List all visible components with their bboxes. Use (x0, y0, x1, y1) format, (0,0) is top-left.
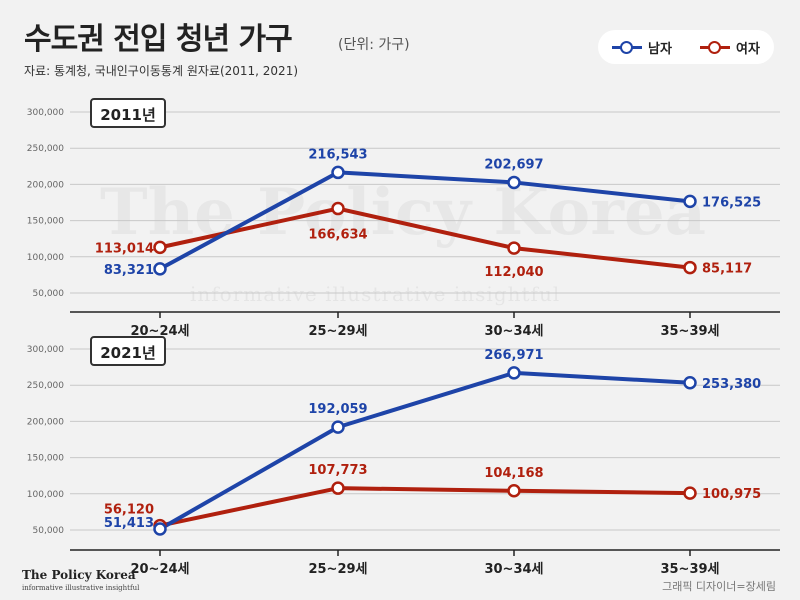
data-point-female (683, 486, 697, 500)
y-tick-label: 300,000 (27, 108, 64, 118)
data-point-male (507, 366, 521, 380)
data-label-male: 253,380 (702, 377, 761, 392)
data-label-male: 202,697 (484, 157, 543, 172)
data-label-male: 266,971 (484, 348, 543, 363)
y-tick-label: 50,000 (33, 526, 65, 536)
data-label-female: 56,120 (104, 503, 154, 518)
x-tick-label: 30~34세 (484, 562, 543, 577)
data-label-male: 216,543 (308, 147, 367, 162)
data-point-female (153, 240, 167, 255)
chart-title: 수도권 전입 청년 가구 (24, 22, 293, 57)
x-tick-label: 35~39세 (660, 324, 719, 339)
data-point-female (331, 481, 345, 495)
data-label-female: 166,634 (308, 228, 367, 243)
data-point-female (507, 241, 521, 255)
series-line-male (159, 170, 691, 271)
y-tick-label: 50,000 (33, 289, 65, 299)
y-tick-label: 100,000 (27, 490, 64, 500)
legend-line-icon (612, 41, 643, 54)
series-line-female (159, 486, 691, 528)
y-tick-label: 200,000 (27, 417, 64, 427)
series-line-female (159, 206, 691, 270)
data-point-male (153, 522, 167, 536)
data-label-female: 113,014 (95, 241, 154, 256)
y-tick-label: 250,000 (27, 144, 64, 154)
data-point-female (683, 260, 697, 275)
source-note: 자료: 통계청, 국내인구이동통계 원자료(2011, 2021) (24, 64, 299, 78)
data-point-male (507, 175, 521, 190)
data-point-female (331, 201, 345, 216)
data-point-male (683, 376, 697, 390)
panel-label-2011: 2011년 (90, 98, 166, 128)
panel-label-2021: 2021년 (90, 336, 166, 366)
y-tick-label: 200,000 (27, 180, 64, 190)
data-point-male (683, 194, 697, 209)
logo: The Policy Korea (22, 568, 136, 582)
y-tick-label: 150,000 (27, 454, 64, 464)
y-tick-label: 250,000 (27, 381, 64, 391)
data-label-female: 112,040 (484, 265, 543, 280)
data-label-male: 83,321 (104, 263, 154, 278)
x-tick-label: 25~29세 (308, 562, 367, 577)
data-point-male (331, 165, 345, 180)
x-tick-label: 35~39세 (660, 562, 719, 577)
logo-tagline: informative illustrative insightful (22, 584, 140, 592)
data-label-female: 107,773 (308, 463, 367, 478)
watermark-tagline: informative illustrative insightful (190, 282, 561, 306)
legend-item-female: 여자 (700, 38, 760, 57)
x-tick-label: 20~24세 (130, 324, 189, 339)
legend-line-icon (700, 41, 731, 54)
data-point-female (507, 484, 521, 498)
legend-item-male: 남자 (612, 38, 672, 57)
data-label-male: 51,413 (104, 516, 154, 531)
y-tick-label: 100,000 (27, 253, 64, 263)
data-label-male: 192,059 (308, 402, 367, 417)
x-tick-label: 25~29세 (308, 324, 367, 339)
x-tick-label: 30~34세 (484, 324, 543, 339)
y-tick-label: 300,000 (27, 345, 64, 355)
data-point-male (331, 420, 345, 434)
data-label-male: 176,525 (702, 195, 761, 210)
chart-panel-0: 50,000 100,000 150,000 200,000 250,000 300,00… (27, 108, 780, 339)
data-label-female: 100,975 (702, 487, 761, 502)
data-point-male (153, 262, 167, 276)
data-label-female: 85,117 (702, 262, 752, 277)
y-tick-label: 150,000 (27, 217, 64, 227)
legend: 남자 여자 (598, 30, 774, 64)
x-tick-label: 20~24세 (130, 562, 189, 577)
data-label-female: 104,168 (484, 466, 543, 481)
designer-credit: 그래픽 디자이너=장세림 (662, 580, 776, 593)
legend-label-male: 남자 (648, 41, 672, 57)
unit-label: (단위: 가구) (338, 37, 410, 53)
legend-label-female: 여자 (736, 41, 760, 57)
chart-panel-1: 50,000 100,000 150,000 200,000 250,000 300,00… (27, 345, 780, 577)
series-line-male (159, 370, 691, 531)
